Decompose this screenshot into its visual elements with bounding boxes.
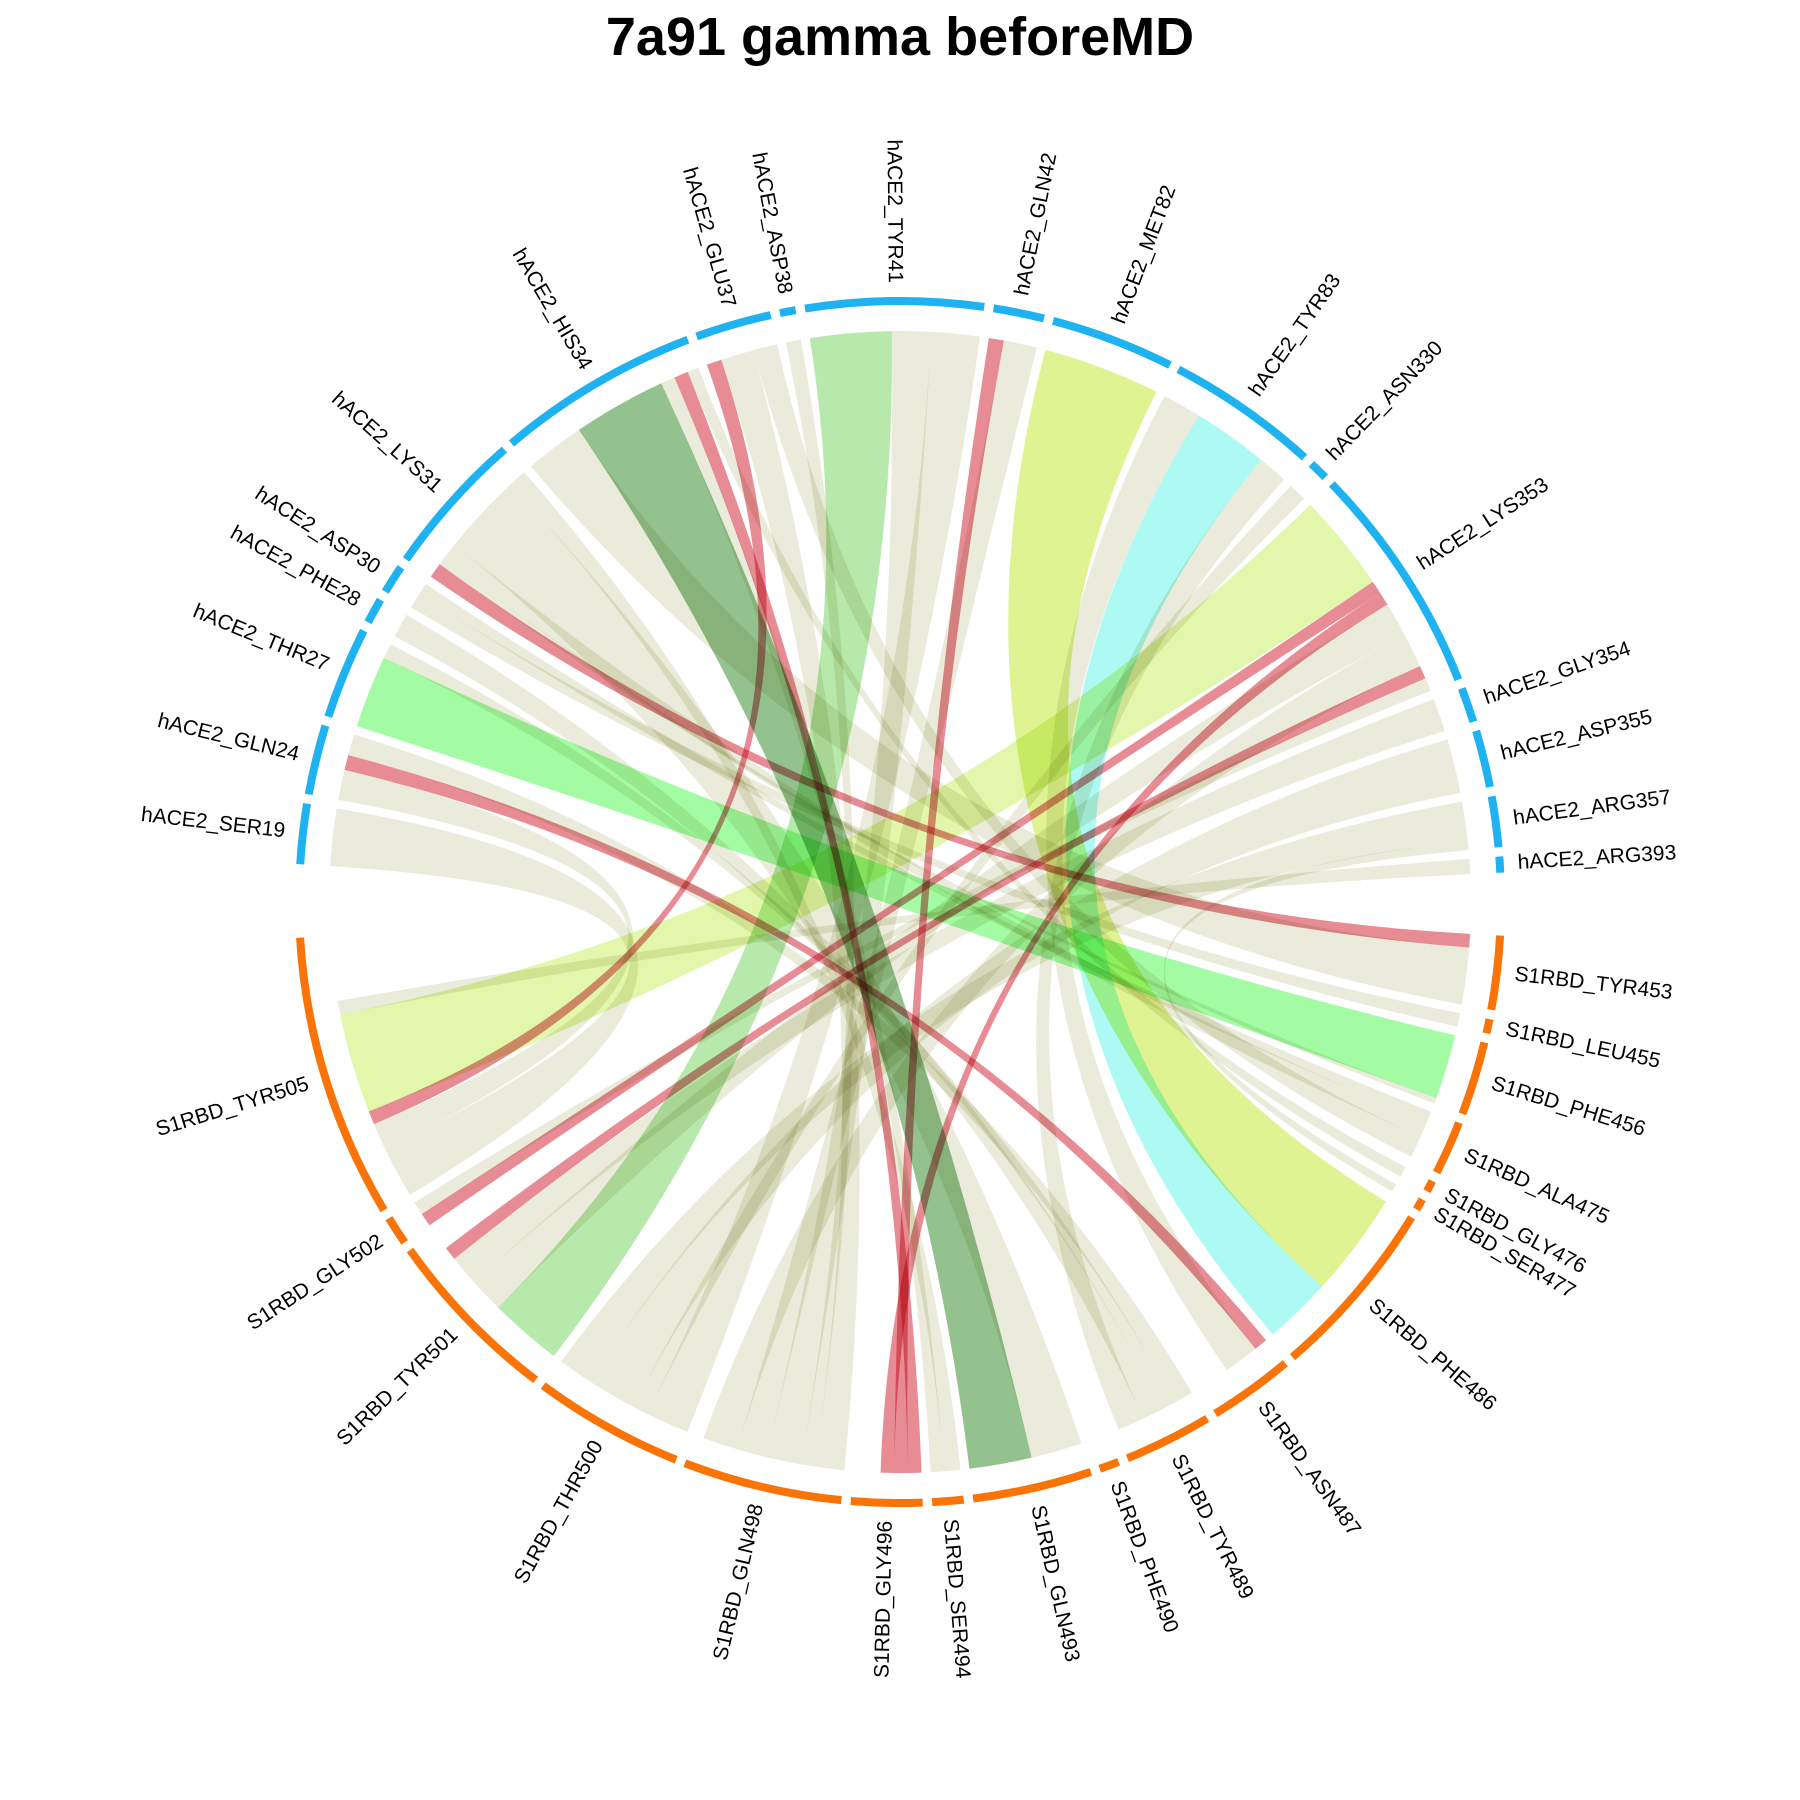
sector-arc-hace2_tyr41 bbox=[804, 297, 985, 313]
sector-label-s1rbd_tyr505: S1RBD_TYR505 bbox=[153, 1072, 311, 1141]
sector-arc-s1rbd_ala475 bbox=[1433, 1121, 1463, 1175]
sector-label-hace2_lys31: hACE2_LYS31 bbox=[327, 387, 447, 497]
sector-label-s1rbd_gly502: S1RBD_GLY502 bbox=[243, 1230, 387, 1335]
sector-label-s1rbd_phe490: S1RBD_PHE490 bbox=[1106, 1478, 1183, 1636]
sector-arc-s1rbd_tyr453 bbox=[1487, 935, 1505, 1011]
sector-arc-hace2_arg393 bbox=[1495, 856, 1505, 873]
sector-arc-hace2_arg357 bbox=[1487, 795, 1503, 848]
chord-hace2_lys353-s1rbd_tyr501 bbox=[473, 604, 1405, 1308]
sector-label-s1rbd_gln493: S1RBD_GLN493 bbox=[1026, 1503, 1084, 1664]
sector-arc-s1rbd_ser477 bbox=[1413, 1197, 1426, 1212]
chord-hace2_lys31-s1rbd_gln493 bbox=[454, 484, 1082, 1458]
sector-arc-s1rbd_gly476 bbox=[1423, 1179, 1436, 1194]
sector-arc-s1rbd_ser494 bbox=[931, 1495, 965, 1507]
sector-label-hace2_glu37: hACE2_GLU37 bbox=[678, 165, 740, 310]
sector-label-hace2_asp355: hACE2_ASP355 bbox=[1498, 705, 1654, 764]
chord-hace2_tyr83-s1rbd_phe486 bbox=[1065, 415, 1322, 1335]
chord-hace2_lys353-s1rbd_gly502 bbox=[414, 678, 1431, 1214]
chord-hace2_tyr41-s1rbd_tyr501 bbox=[498, 331, 892, 1357]
chord-hace2_gly354-s1rbd_tyr501 bbox=[454, 699, 1445, 1282]
sector-arc-s1rbd_asn487 bbox=[1213, 1360, 1288, 1418]
sector-label-hace2_ser19: hACE2_SER19 bbox=[140, 803, 286, 842]
chord-hace2_tyr41-s1rbd_thr500 bbox=[647, 331, 981, 1432]
sector-label-hace2_asp38: hACE2_ASP38 bbox=[747, 150, 796, 295]
sector-arc-s1rbd_phe456 bbox=[1458, 1041, 1489, 1116]
sector-arc-hace2_met82 bbox=[1052, 316, 1172, 369]
chord-hace2_gln24-s1rbd_tyr505 bbox=[338, 769, 633, 1150]
chord-hace2_his34-s1rbd_gln493 bbox=[578, 383, 1032, 1469]
sector-label-hace2_lys353: hACE2_LYS353 bbox=[1413, 473, 1553, 575]
sector-arc-s1rbd_gly496 bbox=[850, 1496, 923, 1507]
sector-label-hace2_gln42: hACE2_GLN42 bbox=[1010, 151, 1061, 297]
sector-arc-hace2_gln42 bbox=[992, 304, 1045, 323]
sector-arc-hace2_gln24 bbox=[304, 724, 330, 796]
sector-arc-s1rbd_gln493 bbox=[972, 1468, 1093, 1503]
sector-label-hace2_gln24: hACE2_GLN24 bbox=[155, 709, 301, 766]
sector-arc-hace2_asn330 bbox=[1308, 460, 1329, 481]
sector-arc-s1rbd_thr500 bbox=[540, 1382, 678, 1464]
sector-arc-hace2_asp30 bbox=[381, 565, 405, 594]
sector-arc-hace2_tyr83 bbox=[1176, 365, 1308, 461]
chord-hace2_tyr41-s1rbd_gln498 bbox=[766, 331, 932, 1465]
sector-arc-s1rbd_tyr505 bbox=[296, 937, 388, 1213]
chord-hace2_his34-s1rbd_tyr453 bbox=[530, 429, 1470, 1005]
sector-arc-hace2_ser19 bbox=[296, 802, 312, 865]
sector-label-s1rbd_phe456: S1RBD_PHE456 bbox=[1489, 1072, 1649, 1141]
sector-label-s1rbd_tyr501: S1RBD_TYR501 bbox=[332, 1323, 462, 1450]
sector-label-hace2_tyr83: hACE2_TYR83 bbox=[1244, 270, 1345, 401]
sector-arc-s1rbd_phe490 bbox=[1098, 1458, 1121, 1473]
chord-hace2_arg393-s1rbd_tyr505 bbox=[337, 858, 1471, 1015]
chord-links bbox=[330, 331, 1471, 1474]
sector-arc-hace2_thr27 bbox=[324, 628, 368, 718]
chord-hace2_asp355-s1rbd_thr500 bbox=[590, 739, 1461, 1407]
chart-title: 7a91 gamma beforeMD bbox=[605, 7, 1195, 67]
sector-arcs bbox=[296, 297, 1505, 1507]
sector-label-s1rbd_leu455: S1RBD_LEU455 bbox=[1503, 1018, 1662, 1073]
sector-label-s1rbd_thr500: S1RBD_THR500 bbox=[510, 1437, 608, 1588]
sector-arc-hace2_lys31 bbox=[402, 446, 507, 562]
chord-hace2_gln42-s1rbd_gln498 bbox=[737, 340, 1037, 1458]
chord-hace2_tyr83-s1rbd_asn487 bbox=[1046, 395, 1256, 1371]
sector-label-hace2_met82: hACE2_MET82 bbox=[1107, 182, 1180, 327]
sector-arc-s1rbd_leu455 bbox=[1482, 1018, 1494, 1035]
sector-label-hace2_arg393: hACE2_ARG393 bbox=[1517, 841, 1677, 874]
sector-label-hace2_tyr41: hACE2_TYR41 bbox=[883, 139, 907, 283]
sector-label-hace2_arg357: hACE2_ARG357 bbox=[1512, 786, 1672, 830]
sector-arc-s1rbd_gln498 bbox=[683, 1459, 842, 1505]
sector-label-hace2_his34: hACE2_HIS34 bbox=[508, 244, 597, 374]
sector-arc-hace2_glu37 bbox=[695, 311, 772, 341]
sector-arc-hace2_asp355 bbox=[1472, 729, 1494, 788]
sector-label-hace2_gly354: hACE2_GLY354 bbox=[1481, 637, 1634, 709]
sector-arc-s1rbd_tyr501 bbox=[406, 1247, 539, 1384]
sector-label-s1rbd_phe486: S1RBD_PHE486 bbox=[1364, 1294, 1501, 1415]
sector-arc-hace2_phe28 bbox=[364, 597, 384, 625]
sector-label-s1rbd_asn487: S1RBD_ASN487 bbox=[1253, 1397, 1365, 1540]
sector-label-s1rbd_ser494: S1RBD_SER494 bbox=[939, 1518, 975, 1680]
sector-arc-hace2_asp38 bbox=[779, 306, 797, 318]
chord-hace2_met82-s1rbd_phe486 bbox=[1008, 349, 1387, 1287]
chord-hace2_gln42-s1rbd_gly496 bbox=[894, 337, 1004, 1474]
chord-hace2_lys353-s1rbd_gly496 bbox=[880, 593, 1388, 1473]
sector-label-s1rbd_gln498: S1RBD_GLN498 bbox=[709, 1502, 768, 1663]
sector-label-hace2_asn330: hACE2_ASN330 bbox=[1322, 337, 1447, 465]
sector-arc-s1rbd_gly502 bbox=[385, 1216, 408, 1245]
sector-arc-hace2_his34 bbox=[508, 335, 690, 447]
sector-arc-hace2_lys353 bbox=[1328, 481, 1463, 682]
chord-hace2_ser19-s1rbd_tyr505 bbox=[330, 808, 638, 1195]
sector-label-hace2_thr27: hACE2_THR27 bbox=[190, 600, 333, 676]
sector-label-s1rbd_tyr489: S1RBD_TYR489 bbox=[1167, 1450, 1258, 1602]
sector-label-s1rbd_gly496: S1RBD_GLY496 bbox=[870, 1521, 896, 1679]
sector-arc-s1rbd_tyr489 bbox=[1125, 1415, 1210, 1463]
sector-arc-hace2_gly354 bbox=[1458, 687, 1478, 724]
sector-arc-s1rbd_phe486 bbox=[1289, 1215, 1415, 1361]
sector-label-s1rbd_tyr453: S1RBD_TYR453 bbox=[1513, 963, 1673, 1005]
